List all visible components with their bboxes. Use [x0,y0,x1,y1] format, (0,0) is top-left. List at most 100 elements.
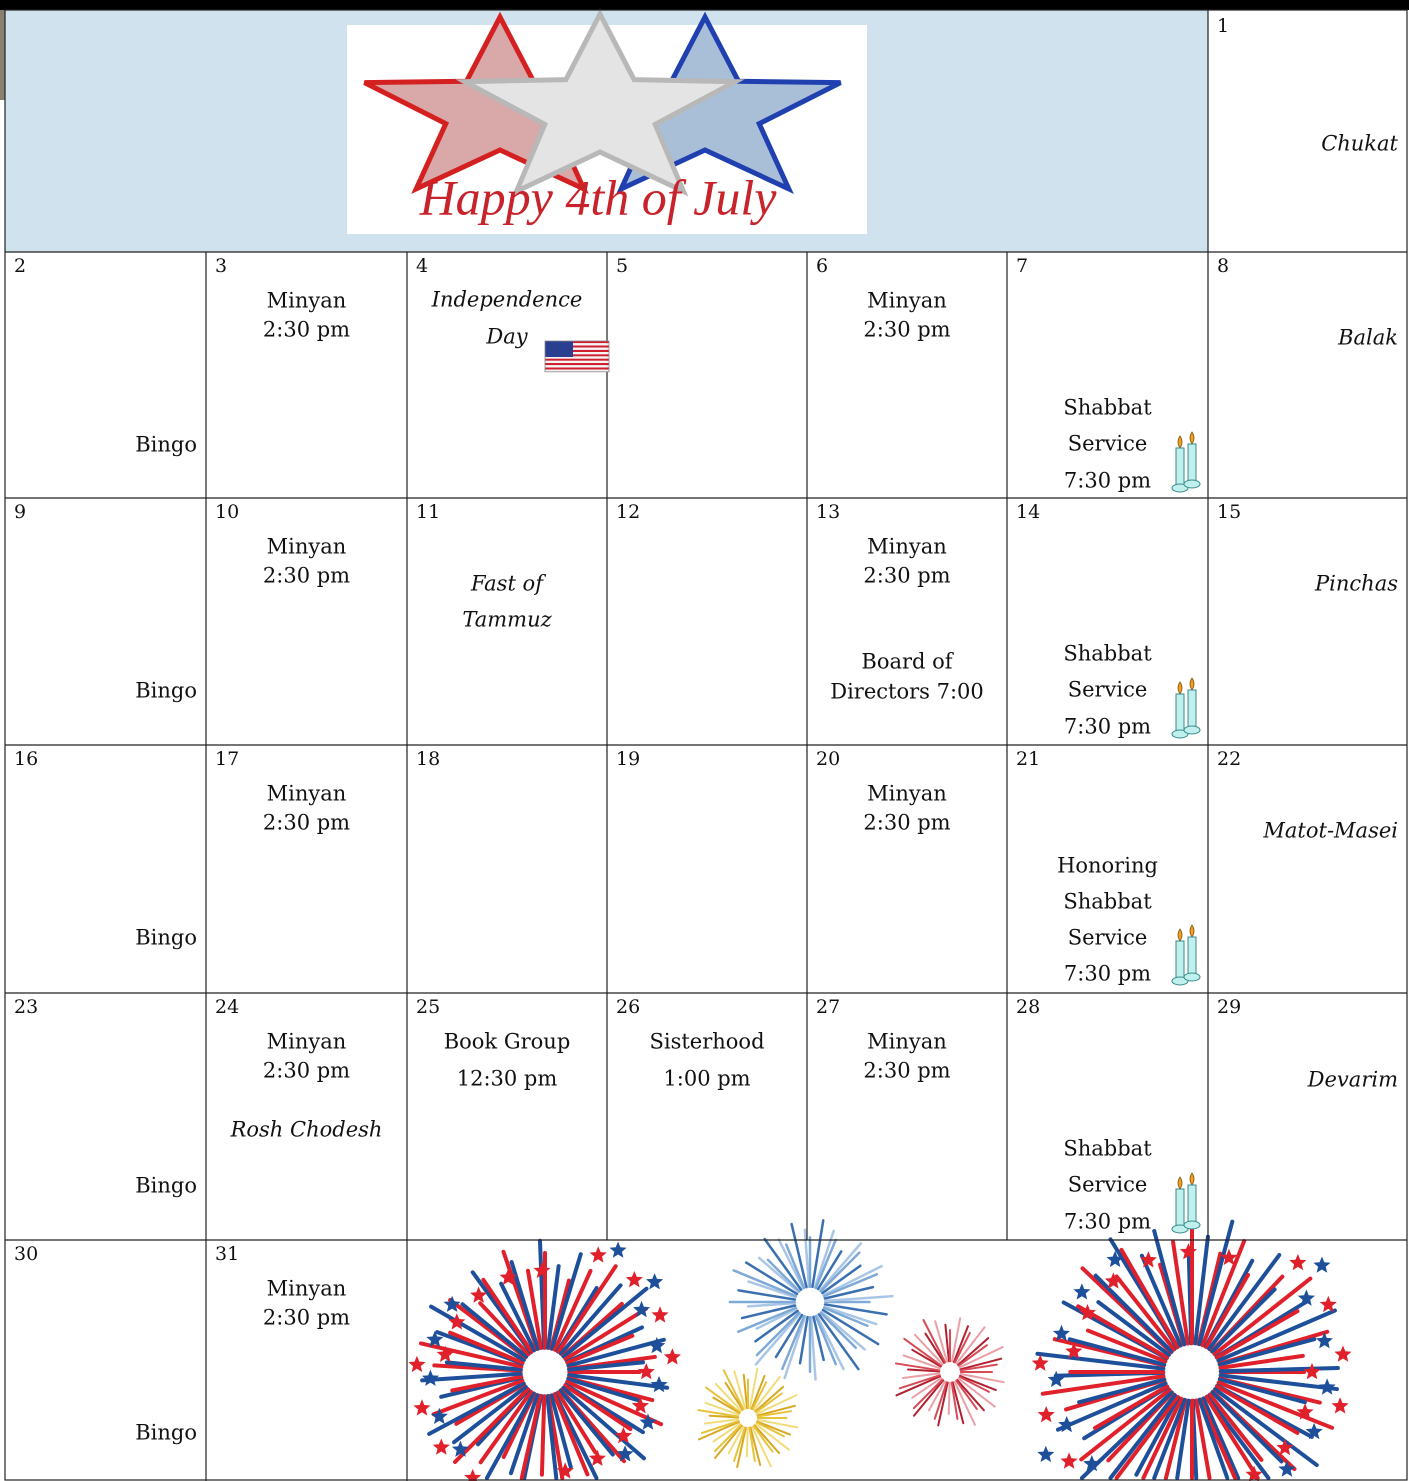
firework-ray [1207,1253,1282,1351]
firework-ray [1197,1219,1235,1347]
firework-ray [933,1381,948,1420]
firework-ray [1218,1373,1339,1392]
event-text: Shabbat [1063,890,1152,914]
firework-star [588,1449,606,1466]
firework-ray [822,1306,869,1328]
flag-canton [545,341,573,357]
firework-star [1037,1445,1055,1463]
firework-ray [894,1362,941,1372]
candle [1175,1188,1185,1228]
firework-ray [819,1251,861,1293]
firework-ray [737,1289,797,1301]
firework-ray [754,1309,799,1343]
firework-ray [774,1313,804,1359]
candle-flame [1177,1176,1183,1190]
firework-ray [712,1396,741,1414]
firework-ray [555,1390,598,1455]
event-text: 2:30 pm [863,564,950,588]
firework-ray [752,1425,774,1453]
event-text: 2:30 pm [863,318,950,342]
event-text: Board of [861,650,954,674]
firework-ray [567,1373,670,1390]
firework-ray [567,1360,646,1372]
firework-ray [1152,1397,1187,1480]
event-text: Fast of [470,572,546,596]
banner-image: Happy 4th of July [347,8,867,234]
firework-star [448,1313,466,1330]
firework-star [464,1468,482,1481]
candle-base [1183,1220,1201,1230]
firework-ray [818,1242,863,1292]
firework-ray [756,1410,792,1418]
firework-ray [1205,1394,1271,1480]
day-number: 26 [616,996,640,1018]
firework-star [443,1295,461,1312]
firework-ray [957,1377,996,1408]
firework-star [646,1273,664,1290]
event-text: 7:30 pm [1064,469,1151,493]
firework-star [650,1376,668,1393]
event-text: 2:30 pm [263,318,350,342]
firework-star [1297,1289,1315,1306]
firework-star [589,1246,607,1263]
firework-ray [550,1252,583,1351]
firework-ray [1134,1395,1181,1477]
event-text: Service [1068,926,1148,950]
firework-ray [460,1302,529,1359]
flag-stripe [545,349,609,352]
day-number: 5 [616,255,628,277]
firework-ray [509,1259,540,1351]
firework-star [614,1427,632,1444]
event-text: Minyan [867,289,947,313]
firework-star [637,1363,655,1380]
firework-ray [484,1391,536,1480]
firework-ray [1085,1328,1168,1364]
event-text: Day [485,325,528,349]
firework-star [1296,1403,1314,1420]
firework-ray [824,1294,894,1303]
flag-stripe [545,354,609,357]
flag-stripe [545,363,609,366]
day-number: 23 [14,996,38,1018]
event-text: Minyan [267,535,347,559]
candle-base [1171,483,1189,493]
firework-ray [565,1333,635,1365]
firework-ray [1077,1377,1167,1405]
firework-ray [420,1371,523,1383]
day-number: 15 [1217,501,1241,523]
day-number: 12 [616,501,640,523]
firework-ray [444,1360,523,1372]
firework-star [1245,1465,1263,1481]
candle-flame [1189,924,1195,938]
day-number: 21 [1016,748,1040,770]
candle [1175,693,1185,733]
candle-flame [1189,677,1195,691]
firework-star [633,1300,651,1318]
firework-ray [733,1426,746,1462]
candle [1187,689,1197,729]
firework-star [1303,1363,1321,1380]
firework-star [451,1440,469,1457]
firework-ray [478,1301,531,1357]
firework-ray [924,1332,946,1364]
firework-ray [755,1307,798,1330]
firework-star [1104,1272,1122,1289]
firework-ray [1193,1234,1210,1346]
firework-star [1083,1455,1101,1472]
firework-ray [803,1228,811,1288]
event-text: 7:30 pm [1064,1210,1151,1234]
flag-stripe [545,347,609,350]
firework-ray [903,1337,943,1367]
candle-base [1171,976,1189,986]
firework-star [499,1268,517,1285]
day-number: 7 [1016,255,1028,277]
firework-ray [1114,1394,1180,1480]
firework-ray [955,1326,986,1365]
event-text: 7:30 pm [1064,962,1151,986]
firework-ray [821,1308,880,1346]
day-number: 19 [616,748,640,770]
firework-ray [733,1370,747,1410]
firework-star [1220,1248,1238,1266]
day-number: 28 [1016,996,1040,1018]
